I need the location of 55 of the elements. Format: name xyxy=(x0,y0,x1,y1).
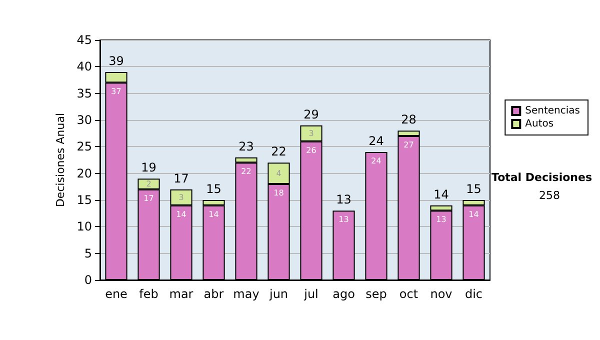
data-label: 27 xyxy=(404,140,414,150)
x-tick-label: mar xyxy=(169,287,194,301)
y-tick-label: 25 xyxy=(76,140,92,154)
total-label: 19 xyxy=(141,160,156,175)
data-label: 4 xyxy=(276,168,282,178)
text: 258 xyxy=(539,189,560,202)
x-tick-label: ene xyxy=(105,287,128,301)
y-tick-label: 5 xyxy=(84,246,92,260)
data-label: 22 xyxy=(241,167,252,176)
total-label: 15 xyxy=(466,182,482,196)
data-label: 24 xyxy=(371,156,382,166)
data-label: 3 xyxy=(178,192,184,202)
x-tick-label: sep xyxy=(366,287,387,301)
legend-label: Sentencias xyxy=(525,106,580,116)
data-label: 3 xyxy=(308,128,314,138)
x-tick-label: ago xyxy=(332,287,355,301)
y-tick-label: 45 xyxy=(76,33,92,47)
data-label: 13 xyxy=(436,215,446,224)
x-tick-label: oct xyxy=(399,287,418,301)
x-tick-label: may xyxy=(233,287,260,301)
total-label: 14 xyxy=(434,187,449,202)
total-label: 39 xyxy=(108,54,124,68)
data-label: 14 xyxy=(468,210,479,219)
y-tick-label: 30 xyxy=(76,113,92,127)
y-tick-label: 20 xyxy=(76,166,92,180)
total-label: 24 xyxy=(368,134,384,148)
y-tick-label: 35 xyxy=(76,86,92,100)
x-tick-label: abr xyxy=(204,287,224,301)
total-label: 29 xyxy=(304,107,319,122)
data-label: 18 xyxy=(274,188,284,198)
y-tick-label: 0 xyxy=(84,273,92,287)
x-tick-label: dic xyxy=(464,287,483,301)
x-tick-label: feb xyxy=(139,287,158,301)
data-label: 14 xyxy=(176,210,186,219)
total-label: 17 xyxy=(174,171,189,186)
data-label: 14 xyxy=(208,210,219,219)
x-tick-label: nov xyxy=(430,287,452,301)
y-tick-label: 40 xyxy=(76,60,92,74)
total-label: 23 xyxy=(238,139,254,154)
data-label: 17 xyxy=(144,194,154,203)
y-axis-title: Decisiones Anual xyxy=(54,112,67,208)
total-label: 15 xyxy=(206,182,222,196)
data-label: 13 xyxy=(338,215,349,224)
x-tick-label: jun xyxy=(268,287,288,301)
total-label: 28 xyxy=(401,112,416,127)
x-tick-label: jul xyxy=(303,287,318,301)
data-label: 37 xyxy=(111,87,122,96)
y-tick-label: 15 xyxy=(76,193,92,207)
legend-label: Autos xyxy=(525,118,554,130)
data-label: 26 xyxy=(306,146,316,155)
text: Total Decisiones xyxy=(492,171,592,184)
data-label: 2 xyxy=(146,180,152,188)
total-label: 22 xyxy=(271,144,286,159)
y-tick-label: 10 xyxy=(76,220,92,234)
total-label: 13 xyxy=(336,192,352,207)
